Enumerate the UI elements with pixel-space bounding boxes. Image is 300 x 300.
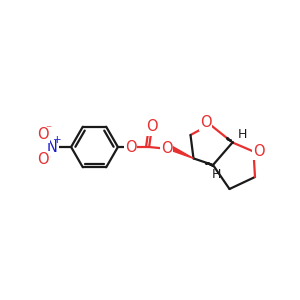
Text: H: H bbox=[211, 168, 221, 181]
Text: N: N bbox=[47, 140, 58, 154]
Text: ⁻: ⁻ bbox=[45, 123, 51, 136]
Text: +: + bbox=[53, 135, 61, 146]
Polygon shape bbox=[171, 147, 194, 158]
Text: O: O bbox=[146, 119, 157, 134]
Text: O: O bbox=[253, 144, 265, 159]
Text: O: O bbox=[37, 152, 49, 167]
Text: O: O bbox=[161, 141, 172, 156]
Text: O: O bbox=[200, 115, 211, 130]
Text: O: O bbox=[37, 127, 49, 142]
Text: O: O bbox=[125, 140, 136, 154]
Text: H: H bbox=[237, 128, 247, 142]
